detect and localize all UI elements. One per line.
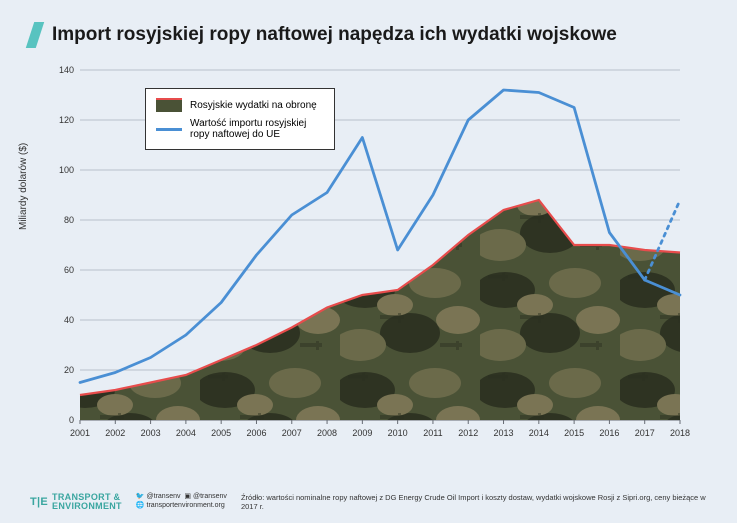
svg-text:2005: 2005 xyxy=(211,428,231,438)
svg-text:2010: 2010 xyxy=(388,428,408,438)
svg-text:2017: 2017 xyxy=(635,428,655,438)
facebook-icon: ▣ xyxy=(184,493,191,500)
chart-title: Import rosyjskiej ropy naftowej napędza … xyxy=(52,24,617,46)
y-axis-label: Miliardy dolarów ($) xyxy=(18,143,29,230)
legend-line-oil xyxy=(156,128,182,131)
legend-item-oil: Wartość importu rosyjskiej ropy naftowej… xyxy=(156,115,324,143)
svg-text:2011: 2011 xyxy=(423,428,442,438)
svg-text:60: 60 xyxy=(64,265,74,275)
brand-prefix: T|E xyxy=(30,497,48,508)
source-text: Źródło: wartości nominalne ropy naftowej… xyxy=(241,493,707,511)
title-accent-slash xyxy=(26,22,44,48)
legend-label-defense: Rosyjskie wydatki na obronę xyxy=(190,100,317,111)
legend-item-defense: Rosyjskie wydatki na obronę xyxy=(156,95,324,115)
svg-text:2015: 2015 xyxy=(564,428,584,438)
svg-text:120: 120 xyxy=(59,115,74,125)
social-links: 🐦 @transenv ▣ @transenv 🌐 transportenvir… xyxy=(136,493,227,511)
svg-text:80: 80 xyxy=(64,215,74,225)
legend-swatch-defense xyxy=(156,98,182,112)
twitter-icon: 🐦 xyxy=(136,493,145,500)
svg-text:140: 140 xyxy=(59,65,74,75)
svg-text:2012: 2012 xyxy=(458,428,478,438)
title-bar: Import rosyjskiej ropy naftowej napędza … xyxy=(30,22,707,48)
defense-area xyxy=(80,200,680,420)
y-ticks: 0 20 40 60 80 100 120 140 xyxy=(59,65,74,425)
svg-text:40: 40 xyxy=(64,315,74,325)
svg-text:20: 20 xyxy=(64,365,74,375)
svg-text:2014: 2014 xyxy=(529,428,549,438)
svg-text:2004: 2004 xyxy=(176,428,196,438)
svg-text:2003: 2003 xyxy=(141,428,161,438)
svg-text:2007: 2007 xyxy=(282,428,302,438)
globe-icon: 🌐 xyxy=(136,502,145,509)
svg-text:0: 0 xyxy=(69,415,74,425)
svg-text:2009: 2009 xyxy=(352,428,372,438)
brand-text: TRANSPORT &ENVIRONMENT xyxy=(52,493,122,511)
svg-text:2013: 2013 xyxy=(494,428,514,438)
x-ticks: 2001 2002 2003 2004 2005 2006 2007 2008 2009 2010… xyxy=(70,420,690,438)
footer: T|E TRANSPORT &ENVIRONMENT 🐦 @transenv ▣… xyxy=(30,493,707,511)
legend-label-oil: Wartość importu rosyjskiej ropy naftowej… xyxy=(190,118,324,140)
svg-text:2001: 2001 xyxy=(70,428,90,438)
svg-text:2016: 2016 xyxy=(599,428,619,438)
svg-text:2018: 2018 xyxy=(670,428,690,438)
brand-block: T|E TRANSPORT &ENVIRONMENT xyxy=(30,493,122,511)
legend: Rosyjskie wydatki na obronę Wartość impo… xyxy=(145,88,335,150)
svg-text:2006: 2006 xyxy=(246,428,266,438)
svg-text:100: 100 xyxy=(59,165,74,175)
svg-text:2002: 2002 xyxy=(105,428,125,438)
svg-text:2008: 2008 xyxy=(317,428,337,438)
